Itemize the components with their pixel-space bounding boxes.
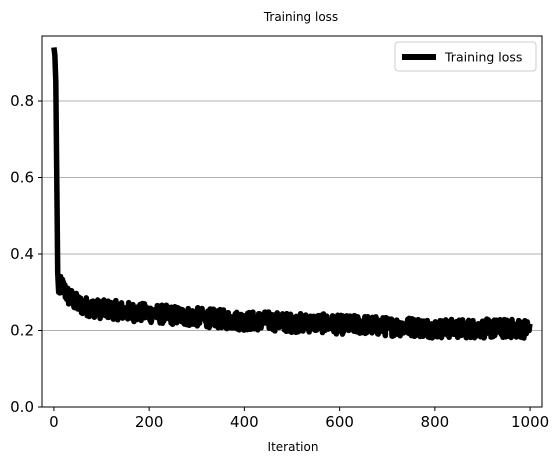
x-axis-label: Iteration: [268, 440, 319, 454]
series-layer: [51, 47, 533, 341]
legend: Training loss: [394, 41, 537, 72]
x-tick-label: 400: [230, 413, 259, 431]
x-tick-label: 1000: [511, 413, 549, 431]
x-tick-label: 200: [135, 413, 164, 431]
y-tick-label: 0.4: [10, 245, 34, 263]
y-axis-ticks: 0.0 0.2 0.4 0.6 0.8: [10, 92, 42, 416]
training-loss-line: [51, 47, 533, 341]
x-tick-label: 800: [421, 413, 450, 431]
legend-label: Training loss: [444, 50, 522, 65]
x-tick-label: 0: [49, 413, 59, 431]
x-tick-label: 600: [325, 413, 354, 431]
y-tick-label: 0.2: [10, 322, 34, 340]
y-tick-label: 0.6: [10, 169, 34, 187]
y-tick-label: 0.8: [10, 92, 34, 110]
legend-box: [394, 41, 537, 72]
plot-frame: [41, 35, 543, 408]
x-axis-ticks: 0 200 400 600 800 1000: [49, 407, 549, 431]
chart-title: Training loss: [263, 10, 338, 24]
y-tick-label: 0.0: [10, 398, 34, 416]
